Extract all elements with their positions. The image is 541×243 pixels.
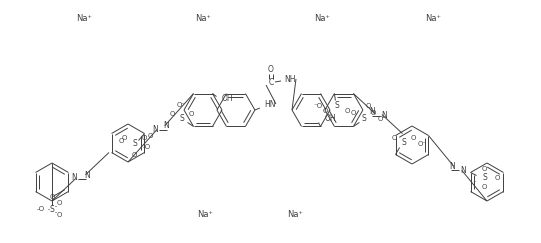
Text: NH: NH — [284, 75, 296, 84]
Text: O: O — [119, 138, 124, 144]
Text: S: S — [179, 114, 184, 123]
Text: N: N — [71, 173, 76, 182]
Text: Na⁺: Na⁺ — [76, 14, 92, 23]
Text: S: S — [482, 173, 487, 182]
Text: O: O — [411, 134, 416, 140]
Text: N: N — [449, 162, 455, 171]
Text: -O: -O — [37, 206, 45, 212]
Text: N: N — [369, 107, 375, 116]
Text: Na⁺: Na⁺ — [287, 210, 303, 219]
Text: O⁻: O⁻ — [378, 116, 386, 122]
Text: O⁻: O⁻ — [418, 140, 427, 147]
Text: C: C — [268, 78, 274, 87]
Text: O: O — [351, 111, 357, 116]
Text: O: O — [365, 103, 371, 109]
Text: O: O — [345, 108, 350, 113]
Text: -O: -O — [142, 144, 150, 149]
Text: S: S — [361, 114, 366, 123]
Text: Na⁺: Na⁺ — [314, 14, 330, 23]
Text: Na⁺: Na⁺ — [197, 210, 213, 219]
Text: S: S — [132, 139, 137, 148]
Text: O: O — [323, 108, 328, 113]
Text: S: S — [50, 205, 55, 214]
Text: O: O — [141, 134, 147, 140]
Text: O: O — [482, 165, 487, 172]
Text: O: O — [482, 183, 487, 190]
Text: O: O — [494, 174, 500, 181]
Text: N: N — [84, 171, 90, 180]
Text: O: O — [268, 64, 274, 73]
Text: S: S — [401, 138, 406, 147]
Text: N: N — [152, 125, 158, 134]
Text: O: O — [57, 212, 62, 218]
Text: O: O — [371, 111, 376, 116]
Text: Na⁺: Na⁺ — [195, 14, 211, 23]
Text: O: O — [169, 112, 175, 117]
Text: N: N — [164, 121, 169, 130]
Text: O⁻: O⁻ — [177, 103, 186, 108]
Text: O: O — [122, 134, 128, 140]
Text: O: O — [132, 151, 137, 157]
Text: HN: HN — [264, 99, 276, 109]
Text: O: O — [49, 194, 55, 200]
Text: OH: OH — [325, 114, 337, 123]
Text: Na⁺: Na⁺ — [425, 14, 441, 23]
Text: O: O — [57, 200, 62, 206]
Text: ⁻: ⁻ — [473, 181, 477, 186]
Text: O: O — [391, 134, 397, 140]
Text: OH: OH — [222, 94, 233, 103]
Text: O: O — [188, 112, 194, 117]
Text: O: O — [148, 133, 154, 139]
Text: S: S — [334, 101, 339, 110]
Text: ⁻O: ⁻O — [313, 103, 322, 109]
Text: N: N — [381, 111, 387, 120]
Text: N: N — [461, 166, 466, 175]
